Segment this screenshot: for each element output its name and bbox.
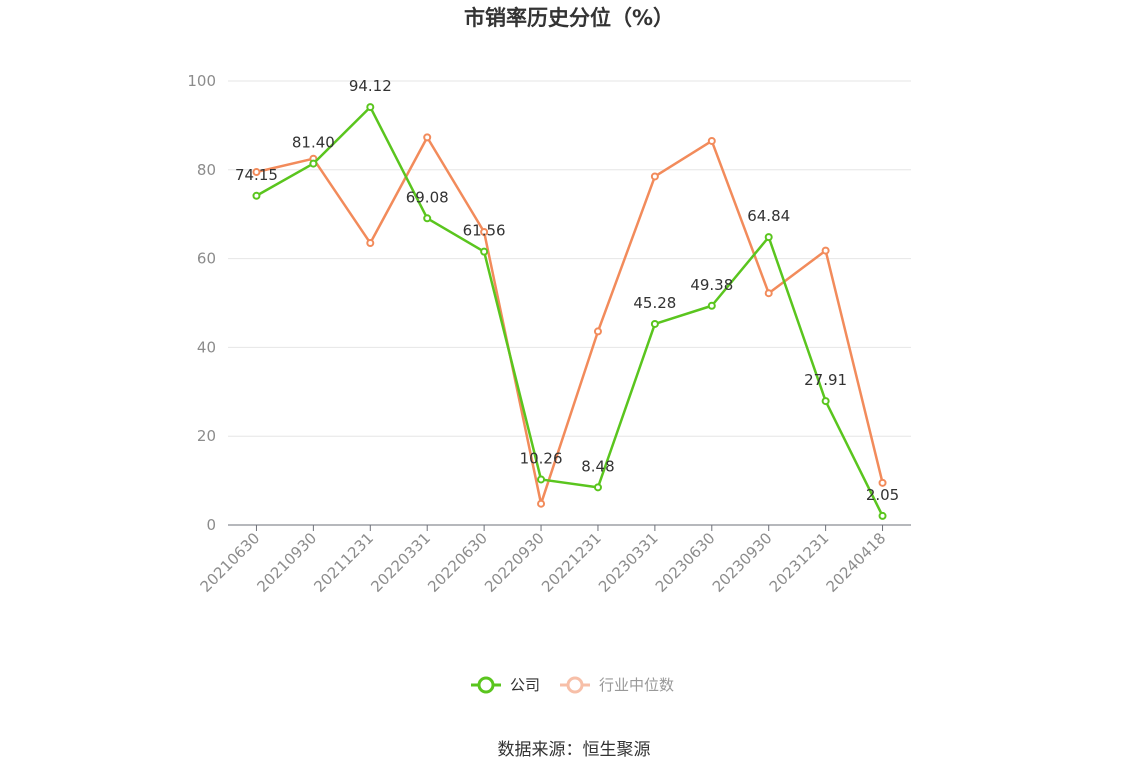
point-company[interactable] xyxy=(764,233,773,242)
legend-item-industry-median[interactable]: 行业中位数 xyxy=(560,676,674,694)
x-tick-label: 20230930 xyxy=(709,529,776,596)
point-company[interactable] xyxy=(821,397,830,406)
y-tick-label: 0 xyxy=(206,516,216,534)
x-tick-label: 20220930 xyxy=(481,529,548,596)
data-label: 2.05 xyxy=(866,486,899,504)
chart-title: 市销率历史分位（%） xyxy=(464,6,674,30)
point-industry-median[interactable] xyxy=(537,499,546,508)
point-company[interactable] xyxy=(878,511,887,520)
legend: 公司 行业中位数 xyxy=(471,676,674,694)
data-label: 27.91 xyxy=(804,371,847,389)
series-line-company xyxy=(255,105,884,517)
point-industry-median[interactable] xyxy=(480,227,489,236)
data-label: 10.26 xyxy=(520,449,563,467)
point-company[interactable] xyxy=(252,191,261,200)
point-industry-median[interactable] xyxy=(821,246,830,255)
data-label: 69.08 xyxy=(406,188,449,206)
legend-label-company: 公司 xyxy=(510,676,540,694)
x-tick-label: 20210930 xyxy=(253,529,320,596)
y-tick-label: 40 xyxy=(197,338,216,356)
y-tick-label: 80 xyxy=(197,161,216,179)
point-industry-median[interactable] xyxy=(878,478,887,487)
data-label: 61.56 xyxy=(463,222,506,240)
x-tick-label: 20220630 xyxy=(424,529,491,596)
y-tick-label: 100 xyxy=(187,72,216,90)
legend-label-industry-median: 行业中位数 xyxy=(599,676,674,694)
point-industry-median[interactable] xyxy=(252,168,261,177)
data-label: 94.12 xyxy=(349,77,392,95)
point-company[interactable] xyxy=(480,247,489,256)
point-industry-median[interactable] xyxy=(593,327,602,336)
data-label: 45.28 xyxy=(633,294,676,312)
x-tick-label: 20221231 xyxy=(538,529,605,596)
grid xyxy=(228,80,911,437)
source-text: 数据来源：恒生聚源 xyxy=(498,740,651,760)
data-label: 49.38 xyxy=(690,276,733,294)
point-company[interactable] xyxy=(423,214,432,223)
data-label: 64.84 xyxy=(747,207,790,225)
x-tick-label: 20230630 xyxy=(652,529,719,596)
point-company[interactable] xyxy=(593,483,602,492)
point-industry-median[interactable] xyxy=(650,172,659,181)
point-company[interactable] xyxy=(366,103,375,112)
point-industry-median[interactable] xyxy=(423,133,432,142)
x-tick-label: 20230331 xyxy=(595,529,662,596)
point-company[interactable] xyxy=(650,319,659,328)
point-company[interactable] xyxy=(309,159,318,168)
point-company[interactable] xyxy=(537,475,546,484)
x-tick-label: 20220331 xyxy=(367,529,434,596)
point-company[interactable] xyxy=(707,301,716,310)
legend-marker-industry-median xyxy=(566,676,584,694)
x-tick-label: 20231231 xyxy=(766,529,833,596)
y-tick-label: 20 xyxy=(197,427,216,445)
point-industry-median[interactable] xyxy=(707,136,716,145)
legend-marker-company xyxy=(477,676,495,694)
y-tick-label: 60 xyxy=(197,250,216,268)
data-label: 81.40 xyxy=(292,134,335,152)
data-labels: 74.15 81.40 94.12 69.08 61.56 10.26 8.48 45.28 4… xyxy=(235,77,899,504)
data-label: 8.48 xyxy=(581,457,614,475)
series-line-industry-median xyxy=(256,136,884,505)
point-industry-median[interactable] xyxy=(764,289,773,298)
series xyxy=(252,103,887,520)
point-industry-median[interactable] xyxy=(366,239,375,248)
x-tick-label: 20211231 xyxy=(310,529,377,596)
legend-item-company[interactable]: 公司 xyxy=(471,676,540,694)
x-tick-label: 20210630 xyxy=(197,529,264,596)
x-tick-label: 20240418 xyxy=(823,529,890,596)
data-label: 74.15 xyxy=(235,166,278,184)
